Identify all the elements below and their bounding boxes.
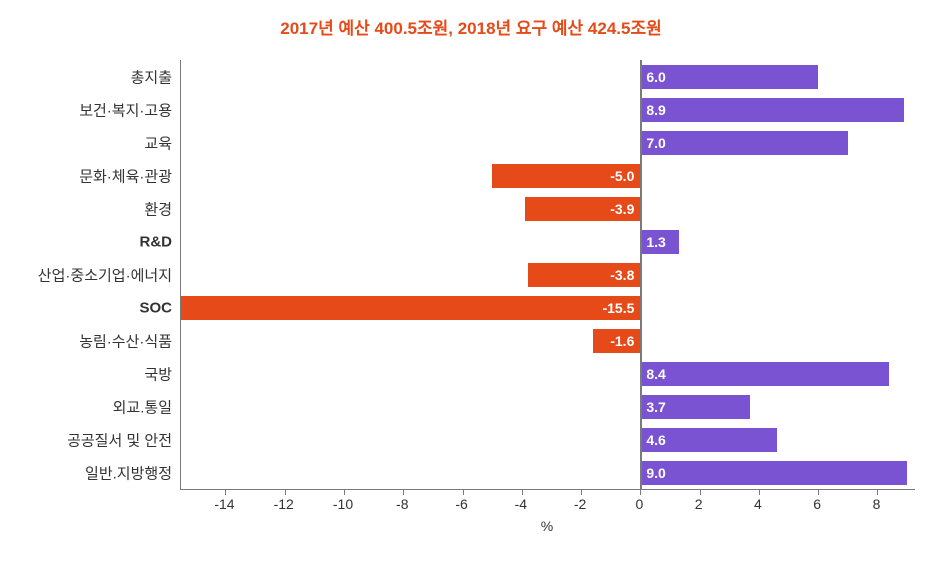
- y-category-label: 외교.통일: [113, 397, 172, 418]
- y-category-label: 보건·복지·고용: [79, 99, 172, 120]
- x-tick-mark: [700, 489, 701, 495]
- x-tick-label: 6: [813, 496, 821, 512]
- chart-area: 6.0 8.9 7.0 -5.0 -3.9 1.3 -3.8 -15.5 -1.6 8.4 3.7 4…: [0, 50, 942, 540]
- bar-value-label: -5.0: [610, 168, 634, 184]
- y-category-label: 국방: [144, 364, 172, 385]
- bar: 1.3: [640, 230, 679, 254]
- zero-axis-line: [640, 60, 642, 489]
- x-tick-mark: [818, 489, 819, 495]
- bar-value-label: 3.7: [646, 399, 665, 415]
- x-tick-mark: [759, 489, 760, 495]
- x-tick-label: -2: [574, 496, 586, 512]
- x-tick-mark: [581, 489, 582, 495]
- x-tick-mark: [344, 489, 345, 495]
- bar: 9.0: [640, 461, 907, 485]
- bar-value-label: 8.4: [646, 366, 665, 382]
- chart-title: 2017년 예산 400.5조원, 2018년 요구 예산 424.5조원: [0, 0, 942, 39]
- bar-value-label: -3.9: [610, 201, 634, 217]
- x-tick-label: -12: [274, 496, 294, 512]
- bar: 7.0: [640, 131, 847, 155]
- bar-value-label: -3.8: [610, 267, 634, 283]
- y-category-label: R&D: [140, 233, 173, 250]
- bar: 8.9: [640, 98, 904, 122]
- x-tick-label: -4: [515, 496, 527, 512]
- x-tick-mark: [877, 489, 878, 495]
- x-tick-mark: [285, 489, 286, 495]
- bar: -1.6: [593, 329, 640, 353]
- y-category-label: 교육: [144, 132, 172, 153]
- y-category-label: SOC: [139, 300, 172, 317]
- x-tick-label: 4: [754, 496, 762, 512]
- x-tick-label: 8: [873, 496, 881, 512]
- bar: -5.0: [492, 164, 640, 188]
- bar-value-label: 7.0: [646, 135, 665, 151]
- x-tick-label: 0: [635, 496, 643, 512]
- bar-value-label: 6.0: [646, 69, 665, 85]
- bar: -15.5: [181, 296, 640, 320]
- bar-value-label: -1.6: [610, 333, 634, 349]
- bar: 4.6: [640, 428, 776, 452]
- bar: 8.4: [640, 362, 889, 386]
- bars-layer: 6.0 8.9 7.0 -5.0 -3.9 1.3 -3.8 -15.5 -1.6 8.4 3.7 4…: [181, 60, 915, 489]
- bar-value-label: 1.3: [646, 234, 665, 250]
- x-tick-label: -6: [455, 496, 467, 512]
- x-tick-label: -10: [333, 496, 353, 512]
- y-category-label: 농림·수산·식품: [79, 331, 172, 352]
- plot-region: 6.0 8.9 7.0 -5.0 -3.9 1.3 -3.8 -15.5 -1.6 8.4 3.7 4…: [180, 60, 915, 490]
- x-tick-mark: [640, 489, 641, 495]
- y-axis-labels: 총지출보건·복지·고용교육문화·체육·관광환경 R&D 산업·중소기업·에너지 SOC…: [0, 60, 172, 490]
- y-category-label: 공공질서 및 안전: [67, 430, 172, 451]
- bar: 6.0: [640, 65, 818, 89]
- bar: -3.9: [525, 197, 641, 221]
- bar-value-label: -15.5: [602, 300, 634, 316]
- y-category-label: 총지출: [131, 66, 172, 87]
- x-tick-mark: [522, 489, 523, 495]
- bar-value-label: 9.0: [646, 465, 665, 481]
- bar: -3.8: [528, 263, 641, 287]
- x-axis-label: %: [541, 518, 553, 534]
- x-tick-mark: [463, 489, 464, 495]
- y-category-label: 환경: [144, 198, 172, 219]
- y-category-label: 문화·체육·관광: [79, 165, 172, 186]
- y-category-label: 산업·중소기업·에너지: [38, 265, 172, 286]
- x-tick-label: -14: [214, 496, 234, 512]
- x-tick-label: -8: [396, 496, 408, 512]
- bar-value-label: 8.9: [646, 102, 665, 118]
- bar-value-label: 4.6: [646, 432, 665, 448]
- x-tick-mark: [403, 489, 404, 495]
- y-category-label: 일반.지방행정: [85, 463, 172, 484]
- bar: 3.7: [640, 395, 750, 419]
- x-tick-label: 2: [695, 496, 703, 512]
- x-tick-mark: [225, 489, 226, 495]
